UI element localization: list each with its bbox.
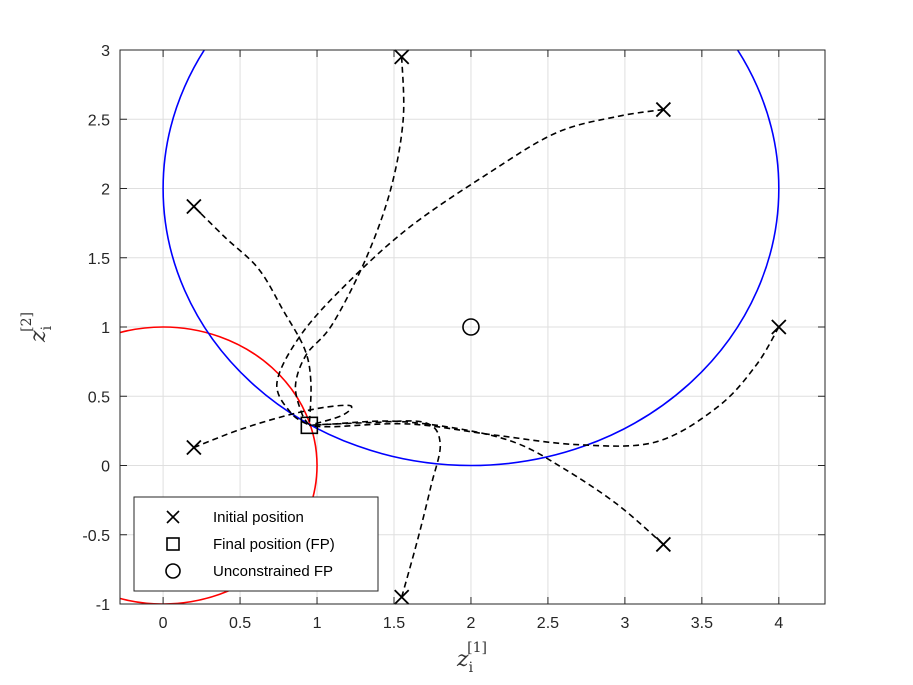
y-tick-label: 3 [101, 43, 110, 60]
y-tick-labels: -1 -0.5 0 0.5 1 1.5 2 2.5 3 [82, 43, 110, 614]
legend-final-position: Final position (FP) [213, 536, 335, 553]
axis-ticks [120, 49, 825, 605]
y-axis-label: zi [2] [19, 312, 55, 343]
constraint-circle [162, 50, 780, 467]
x-axis-label-var: z [456, 647, 469, 672]
trajectory-line [294, 56, 405, 426]
x-axis-label-sup: [1] [467, 640, 487, 656]
unconstrained-fp-marker [462, 318, 480, 336]
x-axis-label-sub: i [469, 660, 474, 676]
y-tick-label: 0.5 [88, 389, 110, 406]
trajectories [193, 56, 780, 598]
x-tick-label: 1.5 [383, 615, 405, 632]
x-tick-label: 0.5 [229, 615, 251, 632]
initial-position-marker [186, 439, 202, 456]
legend-box [133, 496, 379, 592]
x-tick-label: 1 [313, 615, 322, 632]
y-axis-label-sup: [2] [19, 312, 35, 332]
trajectory-line [309, 420, 664, 546]
legend: Initial position Final position (FP) Unc… [133, 496, 379, 592]
x-tick-label: 3 [620, 615, 629, 632]
x-tick-labels: 0 0.5 1 1.5 2 2.5 3 3.5 4 [159, 615, 784, 632]
y-tick-label: 1 [101, 320, 110, 337]
initial-position-stroke [186, 198, 202, 215]
legend-initial-position: Initial position [213, 509, 304, 526]
legend-circle-icon [165, 563, 181, 579]
final-position-marker [300, 416, 319, 435]
x-tick-label: 2 [467, 615, 476, 632]
trajectory-line [193, 205, 312, 426]
legend-x-icon [166, 510, 180, 524]
initial-position-marker [394, 49, 410, 65]
y-axis-label-sub: i [39, 325, 55, 330]
initial-position-marker [655, 101, 672, 118]
x-tick-label: 3.5 [691, 615, 713, 632]
trajectory-line [309, 326, 780, 447]
initial-position-marker [394, 589, 410, 605]
initial-position-marker [655, 536, 672, 553]
initial-position-marker [771, 319, 787, 335]
y-tick-label: -0.5 [82, 528, 110, 545]
y-tick-label: 0 [101, 459, 110, 476]
y-axis-label-var: z [26, 330, 51, 343]
legend-square-icon [166, 537, 180, 551]
legend-unconstrained-fp: Unconstrained FP [213, 563, 333, 580]
initial-position-stroke [394, 589, 410, 605]
x-axis-label: zi [1] [456, 640, 487, 676]
y-tick-label: -1 [96, 597, 110, 614]
initial-position-stroke [771, 319, 787, 335]
x-tick-label: 0 [159, 615, 168, 632]
y-tick-label: 1.5 [88, 251, 110, 268]
initial-position-stroke [394, 49, 410, 65]
initial-position-stroke [655, 101, 672, 118]
y-tick-label: 2 [101, 182, 110, 199]
initial-position-stroke [655, 536, 672, 553]
trajectory-line [309, 420, 442, 598]
initial-position-marker [186, 198, 202, 215]
position-markers [186, 49, 787, 605]
y-tick-label: 2.5 [88, 112, 110, 129]
x-tick-label: 4 [774, 615, 783, 632]
trajectory-line [276, 108, 664, 426]
constraint-circles [120, 50, 780, 604]
constraint-circle [120, 326, 318, 604]
x-tick-label: 2.5 [537, 615, 559, 632]
initial-position-stroke [186, 439, 202, 456]
